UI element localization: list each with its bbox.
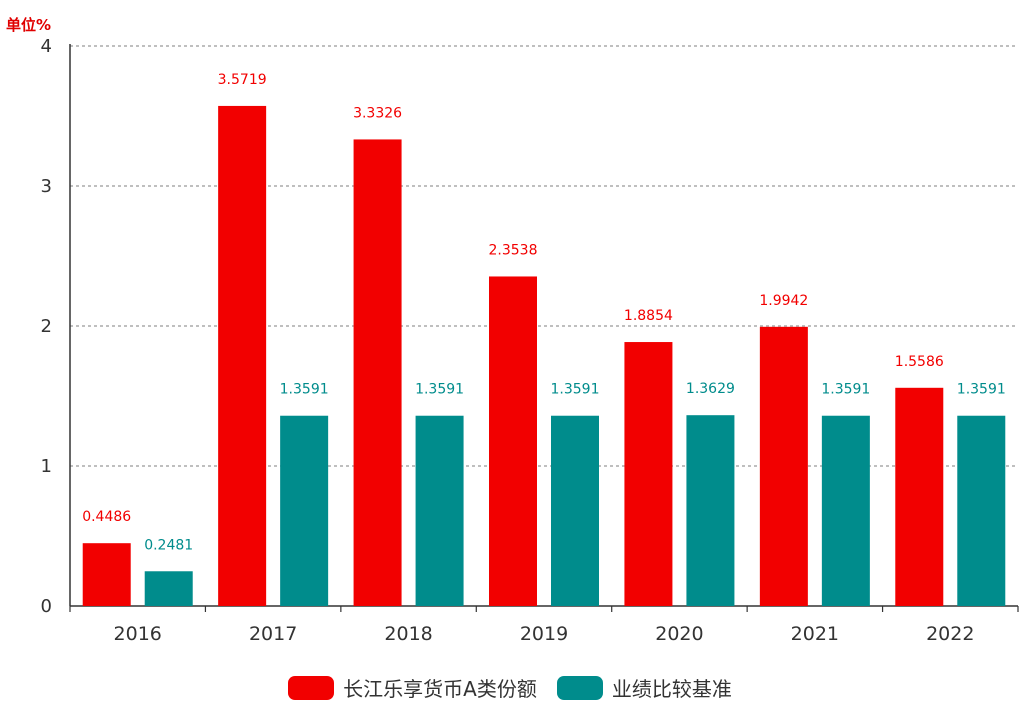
data-label-series-2-2019: 1.3591: [551, 382, 600, 398]
bar-series-2-2019: [551, 415, 599, 606]
x-tick-label-2021: 2021: [791, 623, 839, 645]
data-label-series-2-2020: 1.3629: [686, 381, 735, 397]
x-tick-label-2016: 2016: [114, 623, 162, 645]
bar-series-1-2020: [624, 342, 673, 606]
legend-label-series-2: 业绩比较基准: [611, 677, 732, 701]
bar-series-2-2020: [686, 415, 735, 606]
data-label-series-1-2016: 0.4486: [82, 509, 131, 525]
data-label-series-2-2017: 1.3591: [280, 382, 329, 398]
bar-series-1-2017: [218, 105, 267, 607]
legend-item-series-2[interactable]: 业绩比较基准: [556, 673, 732, 702]
x-tick-label-2019: 2019: [520, 623, 568, 645]
bar-series-1-2016: [82, 543, 131, 606]
bar-series-1-2021: [759, 326, 808, 606]
bar-series-2-2018: [415, 415, 464, 606]
bar-series-1-2019: [489, 276, 537, 606]
data-label-series-1-2017: 3.5719: [218, 72, 267, 88]
x-tick-label-2017: 2017: [249, 623, 297, 645]
y-tick-label-4: 4: [41, 36, 52, 57]
y-tick-label-0: 0: [41, 596, 52, 617]
bar-series-2-2022: [957, 415, 1006, 606]
data-label-series-2-2022: 1.3591: [957, 382, 1006, 398]
legend-swatch-series-1: [288, 675, 335, 700]
legend-label-series-1: 长江乐享货币A类份额: [343, 677, 537, 701]
bar-series-2-2016: [144, 571, 193, 606]
bar-series-1-2018: [353, 139, 402, 606]
legend-swatch-series-2: [556, 675, 603, 700]
data-label-series-2-2018: 1.3591: [415, 382, 464, 398]
data-label-series-2-2021: 1.3591: [821, 382, 870, 398]
y-tick-label-3: 3: [41, 176, 52, 197]
data-label-series-1-2019: 2.3538: [489, 242, 538, 258]
legend-item-series-1[interactable]: 长江乐享货币A类份额: [288, 673, 537, 702]
data-label-series-1-2020: 1.8854: [624, 308, 673, 324]
y-tick-label-1: 1: [41, 456, 52, 477]
bar-series-1-2022: [895, 387, 944, 606]
y-tick-label-2: 2: [41, 316, 52, 337]
x-tick-label-2020: 2020: [655, 623, 703, 645]
legend: 长江乐享货币A类份额 业绩比较基准: [0, 673, 1020, 702]
data-label-series-2-2016: 0.2481: [144, 537, 193, 553]
data-label-series-1-2018: 3.3326: [353, 105, 402, 121]
data-label-series-1-2022: 1.5586: [895, 354, 944, 370]
data-label-series-1-2021: 1.9942: [759, 293, 808, 309]
x-tick-label-2018: 2018: [384, 623, 432, 645]
x-tick-label-2022: 2022: [926, 623, 974, 645]
bar-series-2-2021: [821, 415, 870, 606]
unit-label: 单位%: [6, 16, 52, 34]
bar-series-2-2017: [280, 415, 329, 606]
